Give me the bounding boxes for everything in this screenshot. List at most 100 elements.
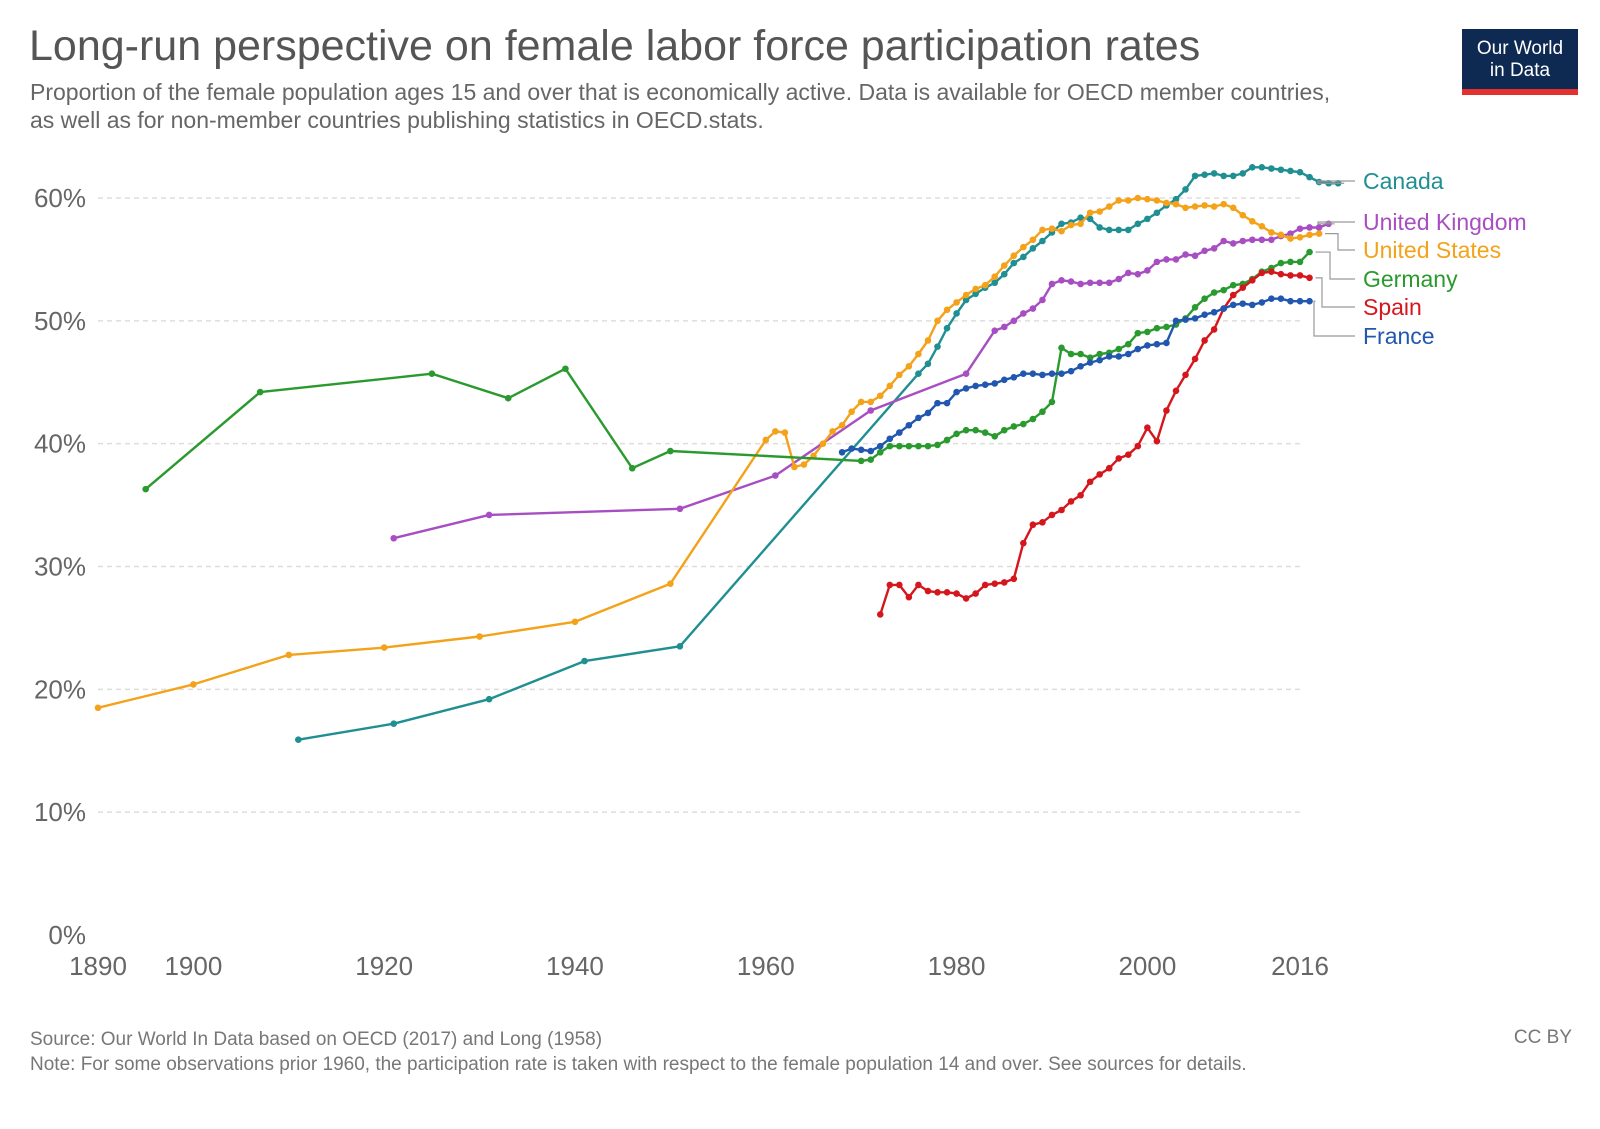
data-point-france (1268, 295, 1275, 303)
data-point-spain (991, 580, 999, 587)
data-point-united-states (285, 651, 293, 659)
data-point-spain (1172, 387, 1180, 395)
data-point-united-states (1163, 199, 1170, 207)
legend-label-canada: Canada (1363, 168, 1444, 194)
data-point-canada (934, 343, 941, 350)
data-point-united-kingdom (1058, 276, 1065, 284)
owid-logo[interactable]: Our World in Data (1462, 29, 1578, 95)
data-point-france (896, 429, 903, 436)
data-point-canada (1144, 215, 1151, 223)
data-point-united-kingdom (1268, 236, 1275, 244)
data-point-united-states (972, 285, 979, 293)
data-point-canada (962, 296, 970, 304)
data-point-canada (1249, 163, 1256, 171)
data-point-united-states (1210, 203, 1218, 210)
legend-connector-united-kingdom (1317, 221, 1355, 225)
legend-label-germany: Germany (1363, 266, 1458, 292)
data-point-france (1287, 297, 1294, 305)
data-point-germany (1201, 295, 1208, 303)
data-point-united-kingdom (1172, 256, 1180, 263)
data-point-germany (972, 426, 979, 434)
data-point-united-kingdom (1029, 305, 1037, 312)
data-point-france (1096, 356, 1103, 364)
data-point-spain (1144, 424, 1151, 431)
data-point-spain (981, 581, 989, 589)
data-point-spain (915, 581, 922, 589)
x-tick-label: 2000 (1118, 951, 1176, 981)
data-point-united-states (476, 633, 483, 640)
data-point-spain (1039, 518, 1046, 526)
data-point-germany (915, 442, 922, 450)
data-point-united-states (1315, 230, 1323, 237)
data-point-united-states (1191, 203, 1199, 210)
data-point-germany (142, 485, 149, 493)
data-point-spain (953, 590, 960, 597)
data-point-france (1182, 316, 1189, 323)
data-point-germany (962, 426, 970, 434)
data-point-germany (1010, 423, 1018, 430)
data-point-spain (1163, 407, 1170, 414)
data-point-united-states (924, 337, 932, 344)
data-point-france (953, 388, 960, 396)
data-point-spain (962, 595, 970, 602)
data-point-united-kingdom (676, 505, 684, 513)
data-point-united-kingdom (1067, 278, 1075, 285)
footnote: Note: For some observations prior 1960, … (30, 1054, 1247, 1075)
data-point-united-states (1172, 200, 1180, 208)
data-point-united-states (94, 704, 102, 712)
data-point-united-states (1268, 229, 1275, 236)
data-point-germany (1000, 426, 1008, 434)
data-point-united-states (981, 281, 989, 289)
data-point-france (991, 380, 999, 387)
data-point-germany (667, 447, 674, 455)
data-point-canada (1258, 163, 1266, 171)
data-point-canada (991, 279, 999, 287)
data-point-france (972, 382, 979, 390)
data-point-spain (1277, 270, 1285, 278)
x-tick-label: 1920 (355, 951, 413, 981)
data-point-germany (1153, 324, 1161, 332)
data-point-france (1086, 359, 1094, 366)
data-point-united-kingdom (1010, 317, 1018, 325)
data-point-spain (1115, 455, 1123, 462)
data-point-canada (1105, 226, 1113, 234)
data-point-canada (1086, 215, 1094, 223)
data-point-france (1306, 297, 1313, 305)
data-point-united-states (886, 382, 894, 390)
data-point-germany (905, 442, 913, 450)
license-label[interactable]: CC BY (1513, 1027, 1572, 1048)
data-point-germany (934, 441, 941, 449)
data-point-united-kingdom (1191, 252, 1199, 260)
data-point-spain (1296, 272, 1304, 279)
data-point-canada (1029, 245, 1037, 252)
data-point-france (1163, 339, 1170, 347)
data-point-france (1020, 370, 1027, 377)
data-point-united-states (857, 398, 865, 406)
data-point-germany (1229, 281, 1237, 289)
y-tick-label: 0% (48, 920, 86, 950)
data-point-germany (1096, 350, 1103, 358)
data-point-germany (857, 457, 865, 465)
data-point-united-states (1029, 236, 1037, 244)
series-line-spain (879, 270, 1310, 615)
data-point-germany (981, 429, 989, 436)
data-point-spain (896, 581, 903, 589)
y-tick-label: 30% (34, 552, 86, 582)
data-point-germany (1029, 415, 1037, 423)
data-point-canada (1000, 270, 1008, 278)
data-point-united-states (1067, 221, 1075, 229)
data-point-canada (1115, 226, 1123, 234)
data-point-spain (1067, 498, 1075, 505)
data-point-germany (886, 442, 894, 450)
data-point-spain (1191, 355, 1199, 363)
data-point-united-kingdom (1239, 237, 1247, 245)
data-point-canada (581, 657, 588, 665)
data-point-united-kingdom (1182, 251, 1189, 258)
data-point-united-kingdom (1229, 240, 1237, 247)
data-point-united-states (876, 392, 884, 400)
data-point-united-states (1096, 208, 1103, 215)
series-line-canada (298, 166, 1339, 741)
y-tick-label: 60% (34, 183, 86, 213)
data-point-spain (1210, 326, 1218, 333)
data-point-france (876, 442, 884, 450)
